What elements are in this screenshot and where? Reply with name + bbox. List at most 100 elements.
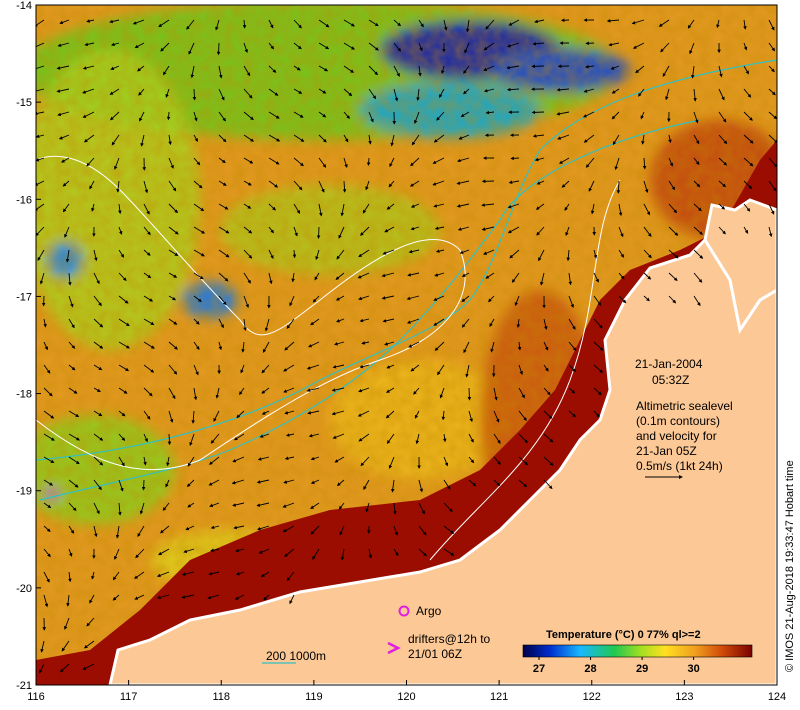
velocity-arrow (187, 456, 195, 467)
velocity-arrow (640, 111, 645, 120)
velocity-arrow (165, 479, 170, 488)
velocity-arrow (93, 318, 104, 328)
velocity-arrow (743, 226, 749, 234)
velocity-arrow (208, 571, 220, 576)
velocity-arrow (343, 42, 355, 50)
velocity-arrow (358, 433, 370, 442)
velocity-arrow (261, 364, 270, 374)
depth-legend-label: 200 1000m (266, 649, 326, 663)
velocity-arrow (118, 341, 130, 349)
velocity-arrow (307, 410, 320, 415)
velocity-arrow (308, 433, 320, 438)
velocity-arrow (518, 387, 525, 399)
velocity-arrow (436, 111, 445, 121)
velocity-arrow (668, 249, 679, 259)
velocity-arrow (66, 594, 70, 607)
velocity-arrow (56, 88, 70, 93)
velocity-arrow (268, 65, 277, 73)
velocity-arrow (518, 433, 528, 444)
velocity-arrow (116, 180, 120, 193)
velocity-arrow (243, 180, 252, 186)
velocity-arrow (93, 272, 100, 285)
velocity-arrow (91, 203, 95, 212)
velocity-arrow (643, 272, 652, 280)
velocity-arrow (335, 295, 345, 301)
velocity-arrow (82, 111, 95, 118)
velocity-arrow (517, 341, 522, 351)
velocity-arrow (389, 157, 395, 168)
velocity-arrow (183, 548, 195, 554)
velocity-arrow (481, 203, 495, 207)
velocity-arrow (268, 88, 279, 96)
velocity-arrow (693, 295, 701, 307)
velocity-arrow (665, 88, 670, 101)
velocity-arrow (268, 203, 276, 211)
drifter-marker-icon (387, 641, 401, 655)
velocity-arrow (143, 272, 152, 279)
velocity-arrow (181, 594, 195, 599)
velocity-arrow (68, 479, 79, 488)
velocity-arrow (109, 111, 120, 121)
velocity-arrow (489, 318, 495, 327)
velocity-arrow (557, 134, 570, 140)
velocity-arrow (306, 387, 320, 392)
velocity-arrow (243, 272, 251, 284)
velocity-arrow (463, 341, 470, 354)
velocity-arrow (168, 272, 178, 278)
velocity-arrow (43, 525, 51, 533)
velocity-arrow (68, 571, 72, 583)
velocity-arrow (443, 19, 448, 31)
velocity-arrow (193, 387, 198, 401)
velocity-arrow (359, 364, 370, 369)
velocity-arrow (593, 295, 602, 306)
velocity-arrow (509, 249, 520, 259)
velocity-arrow (507, 226, 520, 234)
velocity-arrow (461, 318, 470, 328)
velocity-arrow (483, 42, 495, 51)
velocity-arrow (310, 318, 320, 326)
velocity-arrow (263, 594, 270, 601)
velocity-arrow (418, 525, 427, 536)
velocity-arrow (36, 134, 45, 138)
velocity-arrow (165, 88, 170, 98)
velocity-arrow (209, 502, 220, 508)
x-tick-label: 119 (305, 691, 323, 703)
velocity-arrow (218, 65, 223, 79)
velocity-arrow (163, 65, 170, 76)
velocity-arrow (261, 410, 270, 415)
velocity-arrow (293, 203, 301, 214)
velocity-arrow (434, 226, 445, 230)
velocity-arrow (36, 157, 45, 162)
velocity-arrow (156, 571, 170, 578)
velocity-arrow (543, 410, 553, 419)
velocity-arrow (435, 249, 445, 253)
velocity-arrow (243, 226, 253, 234)
velocity-arrow (407, 272, 420, 277)
velocity-arrow (416, 88, 420, 101)
velocity-arrow (83, 640, 95, 649)
velocity-arrow (243, 88, 253, 99)
velocity-arrow (561, 180, 570, 188)
velocity-arrow (441, 65, 445, 75)
velocity-arrow (160, 525, 170, 534)
velocity-arrow (68, 410, 80, 418)
velocity-arrow (93, 341, 104, 349)
velocity-arrow (443, 479, 451, 490)
velocity-arrow (118, 318, 130, 327)
velocity-arrow (612, 134, 620, 146)
velocity-arrow (718, 65, 723, 78)
velocity-arrow (543, 456, 554, 466)
velocity-arrow (368, 42, 379, 51)
velocity-arrow (216, 42, 221, 56)
velocity-arrow (186, 479, 195, 488)
velocity-arrow (318, 19, 330, 28)
velocity-arrow (668, 295, 677, 304)
velocity-arrow (439, 88, 445, 98)
velocity-arrow (193, 249, 205, 257)
velocity-arrow (518, 456, 529, 466)
velocity-arrow (218, 180, 227, 186)
velocity-arrow (390, 134, 395, 147)
velocity-arrow (543, 387, 551, 396)
velocity-arrow (458, 134, 470, 140)
velocity-arrow (343, 65, 355, 73)
